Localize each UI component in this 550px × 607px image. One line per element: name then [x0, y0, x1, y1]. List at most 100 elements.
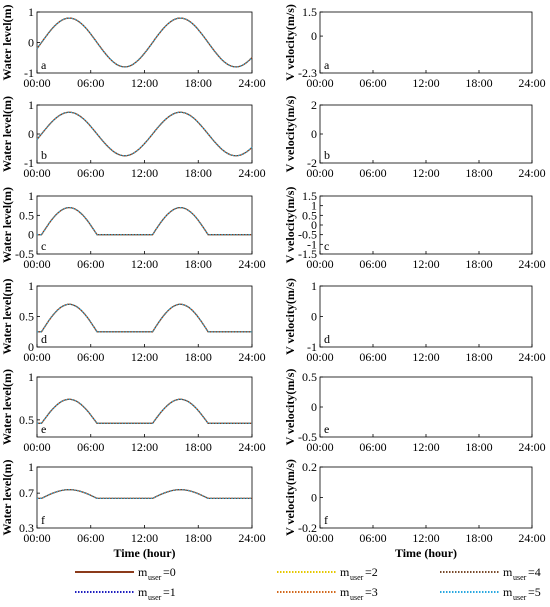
- legend-label-value: =1: [163, 585, 176, 599]
- legend-label-value: =2: [365, 565, 378, 579]
- x-axis-label: Time (hour): [113, 546, 175, 560]
- x-tick-label: 12:00: [412, 531, 439, 545]
- x-tick-label: 18:00: [185, 440, 212, 454]
- series-line-m2: [37, 303, 252, 333]
- x-tick-label: 00:00: [306, 166, 333, 180]
- legend-label-subscript: user: [148, 593, 162, 602]
- x-tick-label: 00:00: [23, 350, 50, 364]
- legend-label-subscript: user: [148, 573, 162, 582]
- legend-item-m0: m user =0: [75, 565, 176, 582]
- y-tick-label: 1: [311, 279, 317, 293]
- y-tick-label: -1: [307, 237, 317, 251]
- y-tick-label: 0: [311, 127, 317, 141]
- y-tick-label: 1: [28, 460, 34, 474]
- y-tick-label: 0.7: [19, 486, 34, 500]
- y-axis-label: Water level(m): [0, 459, 14, 535]
- y-tick-label: -0.5: [298, 430, 317, 444]
- y-tick-label: 0: [28, 127, 34, 141]
- series-line-m4: [37, 207, 252, 236]
- x-tick-label: 06:00: [77, 440, 104, 454]
- series-line-m0: [37, 398, 252, 424]
- panel-a-v-velocity: -2.3 0 1.5 00:00 06:00 12:00 18:00 24:00 V veloc…: [283, 4, 546, 90]
- panel-letter: e: [41, 422, 46, 436]
- x-tick-label: 06:00: [359, 76, 386, 90]
- x-tick-label: 06:00: [77, 531, 104, 545]
- y-tick-label: 0.5: [19, 310, 34, 324]
- y-tick-label: 0.5: [19, 208, 34, 222]
- series-line-m4: [37, 398, 252, 424]
- x-tick-label: 12:00: [131, 350, 158, 364]
- x-tick-label: 24:00: [238, 166, 265, 180]
- axes-frame: [36, 195, 253, 255]
- panel-letter: c: [41, 239, 46, 253]
- legend-label-value: =0: [163, 565, 176, 579]
- x-tick-label: 24:00: [238, 531, 265, 545]
- x-tick-label: 12:00: [412, 257, 439, 271]
- y-axis-label: V velocity(m/s): [283, 96, 297, 173]
- x-tick-label: 24:00: [238, 257, 265, 271]
- x-tick-label: 06:00: [359, 531, 386, 545]
- panel-letter: e: [324, 422, 329, 436]
- x-tick-label: 18:00: [465, 76, 492, 90]
- series-line-m5: [37, 207, 252, 236]
- x-tick-label: 24:00: [238, 350, 265, 364]
- series-line-m1: [36, 111, 253, 157]
- y-tick-label: 1.5: [302, 189, 317, 203]
- series-line-m5: [37, 303, 252, 333]
- panel-letter: d: [41, 332, 47, 346]
- y-axis-label: Water level(m): [0, 96, 14, 172]
- series-line-m1: [37, 207, 252, 236]
- series-line-m2: [37, 398, 252, 424]
- y-tick-label: 1.5: [302, 5, 317, 19]
- y-tick-label: 0: [311, 29, 317, 43]
- legend-label-value: =4: [528, 565, 541, 579]
- x-tick-label: 24:00: [518, 440, 545, 454]
- x-tick-label: 12:00: [412, 76, 439, 90]
- panel-letter: f: [324, 513, 328, 527]
- x-tick-label: 00:00: [306, 350, 333, 364]
- x-tick-label: 06:00: [77, 166, 104, 180]
- x-tick-label: 18:00: [465, 440, 492, 454]
- y-axis-label: Water level(m): [0, 4, 14, 80]
- axes-frame: [36, 376, 253, 438]
- y-axis-label: V velocity(m/s): [283, 187, 297, 264]
- y-tick-label: 0.3: [19, 521, 34, 535]
- x-tick-label: 12:00: [412, 350, 439, 364]
- legend-label-m: m: [503, 565, 513, 579]
- series-line-m3: [36, 111, 253, 157]
- series-line-m4: [37, 303, 252, 333]
- legend-label-subscript: user: [513, 593, 527, 602]
- series-line-m2: [36, 17, 253, 68]
- panel-letter: a: [324, 58, 330, 72]
- x-tick-label: 24:00: [238, 76, 265, 90]
- axes-frame: [319, 285, 533, 348]
- series-line-m2: [36, 111, 253, 157]
- series-line-m5: [36, 17, 253, 68]
- x-tick-label: 18:00: [465, 350, 492, 364]
- series-line-m4: [36, 111, 253, 157]
- x-tick-label: 12:00: [131, 531, 158, 545]
- x-tick-label: 00:00: [23, 531, 50, 545]
- x-tick-label: 24:00: [518, 166, 545, 180]
- legend-label-subscript: user: [513, 573, 527, 582]
- y-tick-label: -0.5: [298, 228, 317, 242]
- y-tick-label: 1: [28, 98, 34, 112]
- x-tick-label: 06:00: [359, 440, 386, 454]
- panel-b-v-velocity: -2 0 2 00:00 06:00 12:00 18:00 24:00 V velocity(…: [283, 96, 546, 180]
- legend-label-m: m: [138, 565, 148, 579]
- x-tick-label: 06:00: [359, 257, 386, 271]
- y-axis-label: Water level(m): [0, 278, 14, 354]
- x-tick-label: 00:00: [306, 440, 333, 454]
- x-tick-label: 12:00: [412, 440, 439, 454]
- panel-letter: b: [41, 148, 47, 162]
- x-tick-label: 12:00: [131, 166, 158, 180]
- y-tick-label: -1.5: [298, 247, 317, 261]
- y-axis-label: Water level(m): [0, 187, 14, 263]
- legend-label-m: m: [503, 585, 513, 599]
- y-tick-label: 1: [311, 199, 317, 213]
- series-line-m4: [36, 17, 253, 68]
- y-tick-label: 0: [28, 340, 34, 354]
- axes-frame: [319, 104, 533, 164]
- panel-letter: d: [324, 332, 330, 346]
- y-tick-label: 0.5: [302, 208, 317, 222]
